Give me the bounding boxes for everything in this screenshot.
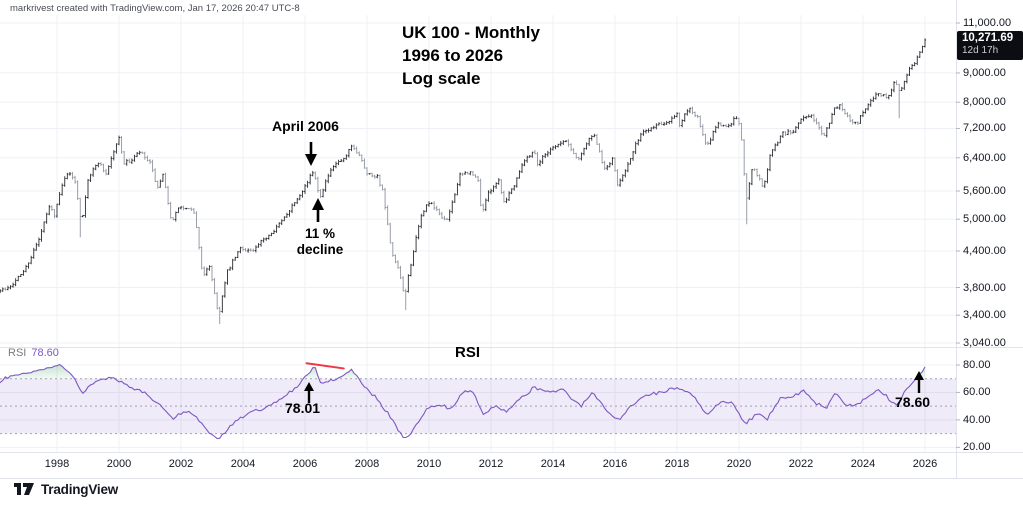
april-2006-label[interactable]: April 2006 bbox=[272, 118, 339, 134]
rsi-7860-label[interactable]: 78.60 bbox=[895, 394, 931, 410]
title-line-symbol: UK 100 - Monthly bbox=[402, 23, 540, 42]
up-arrow-icon[interactable] bbox=[310, 197, 326, 223]
bar-countdown: 12d 17h bbox=[962, 45, 999, 56]
attribution-text: markrivest created with TradingView.com,… bbox=[10, 3, 300, 14]
tradingview-logo-icon bbox=[14, 483, 34, 495]
up-arrow-icon[interactable] bbox=[912, 371, 926, 394]
rsi-heading-label[interactable]: RSI bbox=[455, 344, 481, 361]
title-line-scale: Log scale bbox=[402, 69, 481, 88]
brand-name: TradingView bbox=[41, 482, 119, 497]
title-line-range: 1996 to 2026 bbox=[402, 46, 504, 65]
rsi-indicator-value: 78.60 bbox=[31, 347, 59, 359]
down-arrow-icon[interactable] bbox=[303, 141, 319, 167]
rsi-indicator-name: RSI bbox=[8, 347, 27, 359]
decline-label[interactable]: 11 % decline bbox=[294, 226, 346, 258]
chart-title-annotation[interactable]: UK 100 - Monthly 1996 to 2026 Log scale bbox=[402, 21, 540, 90]
up-arrow-icon[interactable] bbox=[302, 382, 316, 404]
last-price-value: 10,271.69 bbox=[962, 32, 1014, 44]
rsi-7801-label[interactable]: 78.01 bbox=[285, 400, 321, 416]
decline-word-line: decline bbox=[296, 242, 344, 257]
decline-percent-line: 11 % bbox=[304, 226, 336, 241]
last-price-badge[interactable]: 10,271.69 12d 17h bbox=[957, 31, 1023, 60]
rsi-indicator-legend[interactable]: RSI 78.60 bbox=[8, 347, 59, 359]
footer-brand[interactable]: TradingView bbox=[14, 482, 118, 497]
